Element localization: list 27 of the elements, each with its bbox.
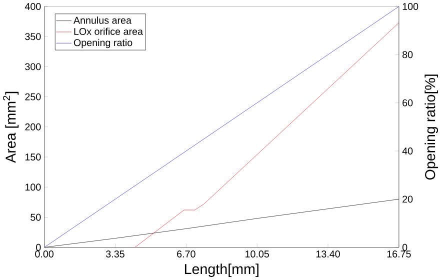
y2-tick-label: 80 (402, 51, 413, 58)
legend-label: LOx orifice area (74, 28, 143, 35)
x-axis-title: Length[mm] (184, 264, 258, 278)
x-tick-label: 3.35 (106, 250, 124, 258)
y-axis-title: Area [mm$^{2}$] (2, 92, 19, 163)
y-tick-label: 300 (25, 63, 41, 70)
y2-tick-label: 100 (402, 3, 418, 10)
x-tick-label: 10.05 (246, 250, 269, 258)
x-tick-label: 0.00 (35, 250, 54, 258)
y-tick-label: 400 (24, 3, 41, 10)
y-tick-label: 200 (25, 123, 41, 130)
legend-label: Annulus area (73, 16, 132, 24)
y2-axis-title: Opening ratio[%] (424, 74, 438, 180)
y-tick-label: 100 (25, 184, 41, 191)
y2-tick-label: 0 (402, 244, 408, 251)
x-tick-label: 16.75 (387, 250, 411, 258)
y2-tick-label: 40 (402, 148, 413, 154)
y-tick-label: 150 (25, 154, 41, 161)
y-tick-label: 0 (36, 244, 41, 251)
y-tick-label: 350 (25, 33, 41, 40)
legend-label: Opening ratio (74, 38, 132, 48)
x-tick-label: 6.70 (177, 250, 196, 258)
x-tick-label: 13.40 (316, 250, 340, 258)
y-tick-label: 250 (25, 93, 41, 100)
y2-tick-label: 60 (402, 99, 413, 106)
y-tick-label: 50 (30, 214, 41, 221)
y2-tick-label: 20 (402, 196, 413, 203)
